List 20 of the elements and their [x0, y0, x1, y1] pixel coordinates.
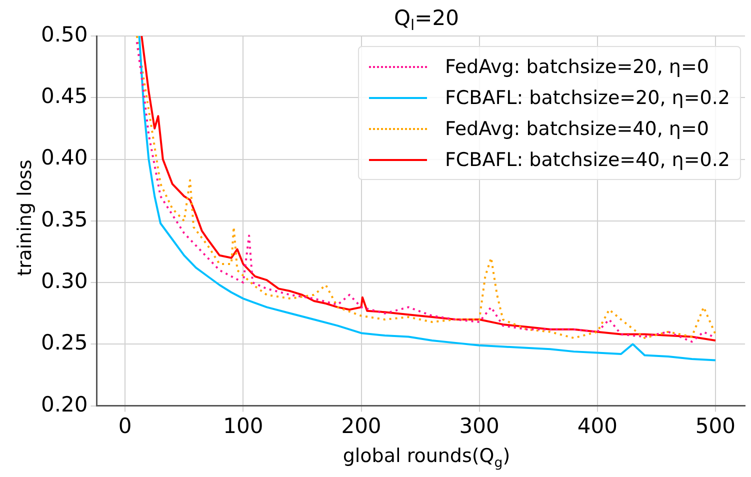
y-tick-label: 0.30 [40, 268, 88, 293]
y-tick-label: 0.35 [40, 207, 88, 232]
y-tick-label: 0.40 [40, 146, 88, 170]
y-tick-label: 0.25 [40, 330, 88, 355]
x-tick-label: 300 [459, 414, 500, 438]
y-tick-label: 0.50 [40, 22, 88, 46]
x-tick-label: 0 [118, 414, 132, 438]
y-tick-label: 0.20 [40, 392, 88, 416]
legend-label: FCBAFL: batchsize=20, η=0.2 [444, 86, 730, 108]
legend-label: FedAvg: batchsize=20, η=0 [444, 56, 709, 78]
x-axis-title: global rounds(Q$_{g}$) [342, 445, 512, 471]
x-tick-label: 200 [341, 414, 382, 438]
x-tick-label: 100 [223, 414, 264, 438]
y-tick-label: 0.45 [40, 84, 88, 108]
legend-label: FCBAFL: batchsize=40, η=0.2 [444, 148, 730, 170]
x-tick-label: 400 [577, 414, 618, 438]
x-tick-label: 500 [695, 414, 736, 438]
legend-label: FedAvg: batchsize=40, η=0 [444, 118, 709, 140]
chart-title: Q$_{l}$=20 [393, 6, 460, 34]
y-axis-title: training loss [14, 160, 36, 276]
